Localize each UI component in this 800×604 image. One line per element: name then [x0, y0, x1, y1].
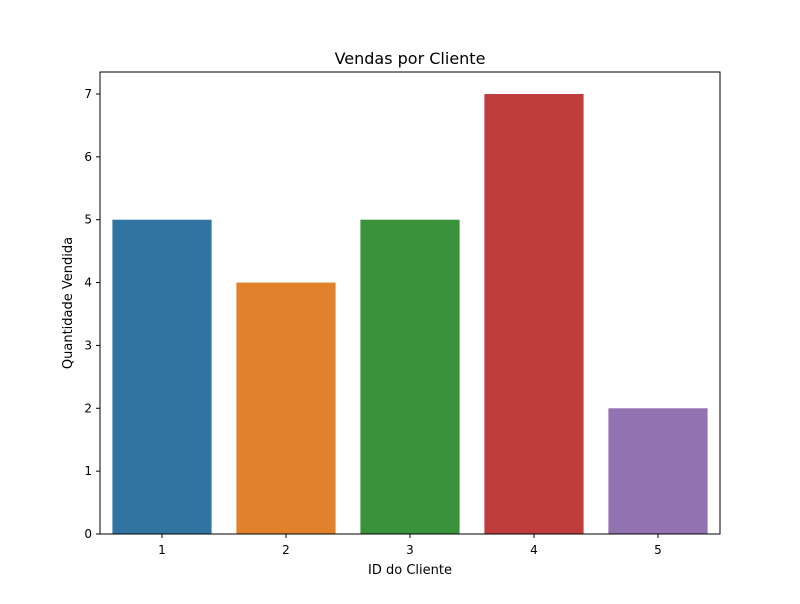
x-tick-label: 1: [158, 543, 166, 557]
x-tick-label: 5: [654, 543, 662, 557]
bars-layer: [112, 94, 708, 534]
y-tick-label: 4: [84, 276, 92, 290]
plot-frame: [99, 71, 721, 535]
bar-2: [236, 282, 336, 534]
bar-1: [112, 219, 212, 534]
y-tick-label: 5: [84, 213, 92, 227]
y-tick-label: 3: [84, 338, 92, 352]
bar-4: [484, 94, 584, 534]
y-tick-label: 6: [84, 150, 92, 164]
y-tick-label: 1: [84, 464, 92, 478]
x-tick-label: 2: [282, 543, 290, 557]
x-axis-label: ID do Cliente: [368, 563, 452, 578]
x-tick-label: 4: [530, 543, 538, 557]
y-axis: 0 1 2 3 4 5 6 7: [84, 87, 100, 541]
bar-5: [608, 408, 708, 534]
bar-3: [360, 219, 460, 534]
x-tick-label: 3: [406, 543, 414, 557]
chart-title: Vendas por Cliente: [335, 49, 486, 68]
y-tick-label: 0: [84, 527, 92, 541]
y-axis-label: Quantidade Vendida: [61, 237, 76, 369]
x-axis: 1 2 3 4 5: [158, 534, 662, 557]
y-tick-label: 2: [84, 401, 92, 415]
y-tick-label: 7: [84, 87, 92, 101]
